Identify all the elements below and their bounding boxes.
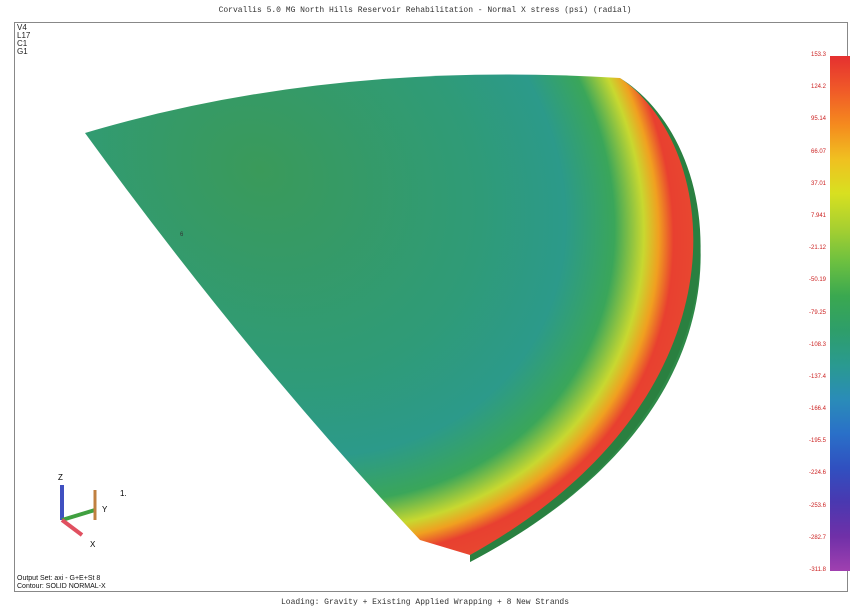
legend-label: 124.2: [790, 84, 826, 90]
legend-label: -137.4: [790, 374, 826, 380]
legend-label: 153.3: [790, 52, 826, 58]
legend-label: -282.7: [790, 535, 826, 541]
legend-colorbar: [830, 56, 850, 571]
legend-label: -108.3: [790, 342, 826, 348]
screen: {"title": "Corvallis 5.0 MG North Hills …: [0, 0, 850, 612]
shell-section: [85, 74, 700, 555]
model-view: 6 Z Y X 1.: [0, 0, 850, 612]
contour: Contour: SOLID NORMAL-X: [17, 583, 106, 591]
legend-label: -166.4: [790, 406, 826, 412]
legend-label: -253.6: [790, 503, 826, 509]
legend-label: -311.8: [790, 567, 826, 573]
legend-label: -79.25: [790, 310, 826, 316]
legend-label: 95.14: [790, 116, 826, 122]
legend-label: 37.01: [790, 181, 826, 187]
output-info: Output Set: axi - G+E+St 8 Contour: SOLI…: [17, 575, 106, 591]
legend-label: -50.19: [790, 277, 826, 283]
legend-label: 66.07: [790, 149, 826, 155]
view-number: 1.: [120, 489, 127, 498]
output-set: Output Set: axi - G+E+St 8: [17, 575, 106, 583]
axis-label: Y: [102, 505, 108, 514]
axis-triad: Z Y X 1.: [58, 473, 127, 549]
legend-label: -21.12: [790, 245, 826, 251]
axis-label: X: [90, 540, 96, 549]
legend-label: -224.6: [790, 470, 826, 476]
footer: Loading: Gravity + Existing Applied Wrap…: [0, 598, 850, 607]
axis-label: Z: [58, 473, 63, 482]
legend-label: -195.5: [790, 438, 826, 444]
legend-label: 7.941: [790, 213, 826, 219]
